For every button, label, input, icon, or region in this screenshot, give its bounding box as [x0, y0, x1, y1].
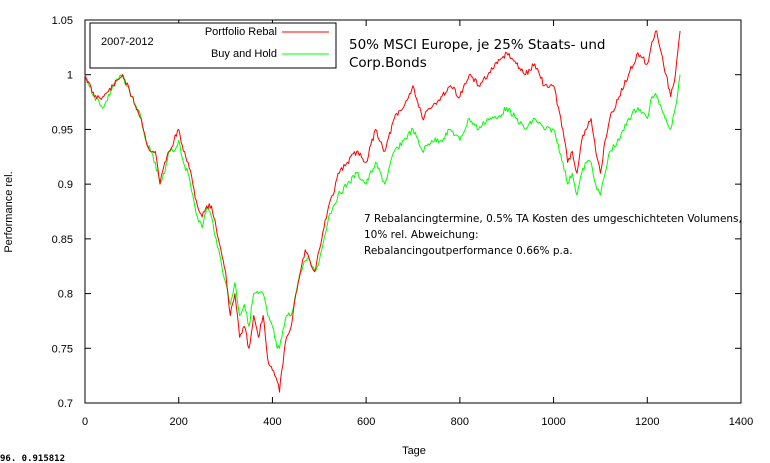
legend-label-bah: Buy and Hold — [211, 48, 277, 60]
x-tick-label: 1000 — [541, 416, 565, 428]
plot-frame — [84, 19, 742, 404]
legend-label-rebal: Portfolio Rebal — [205, 26, 277, 38]
coordinate-readout: 96. 0.915812 — [0, 454, 65, 463]
annotation-line2: 10% rel. Abweichung: — [364, 229, 479, 241]
y-tick-label: 0.95 — [52, 124, 73, 136]
x-tick-label: 1400 — [729, 416, 753, 428]
y-tick-label: 0.75 — [52, 343, 73, 355]
x-tick-label: 1200 — [635, 416, 659, 428]
x-tick-label: 600 — [357, 416, 375, 428]
x-tick-label: 200 — [170, 416, 188, 428]
y-tick-label: 0.7 — [58, 398, 73, 410]
y-tick-label: 1 — [67, 70, 73, 82]
chart-title-line2: Corp.Bonds — [349, 55, 427, 71]
y-tick-label: 1.05 — [52, 15, 73, 27]
y-tick-label: 0.9 — [58, 179, 73, 191]
x-tick-label: 400 — [263, 416, 281, 428]
y-tick-label: 0.8 — [58, 289, 73, 301]
annotation-line1: 7 Rebalancingtermine, 0.5% TA Kosten des… — [364, 213, 742, 225]
chart-title-line1: 50% MSCI Europe, je 25% Staats- und — [349, 37, 606, 53]
x-tick-label: 800 — [451, 416, 469, 428]
x-tick-label: 0 — [82, 416, 88, 428]
legend-period: 2007-2012 — [101, 36, 154, 48]
axis-ticks: 0 200 400 600 800 1000 1200 1400 0.7 0.75 0.8 0.85 0… — [52, 15, 754, 428]
y-axis-label: Performance rel. — [3, 171, 15, 252]
series-line-buy-and-hold — [84, 74, 681, 349]
y-tick-label: 0.85 — [52, 234, 73, 246]
series-lines — [84, 30, 681, 393]
annotation-line3: Rebalancingoutperformance 0.66% p.a. — [364, 245, 573, 257]
x-axis-label: Tage — [402, 445, 426, 457]
series-line-portfolio-rebal — [84, 30, 681, 393]
legend-box — [89, 22, 337, 69]
